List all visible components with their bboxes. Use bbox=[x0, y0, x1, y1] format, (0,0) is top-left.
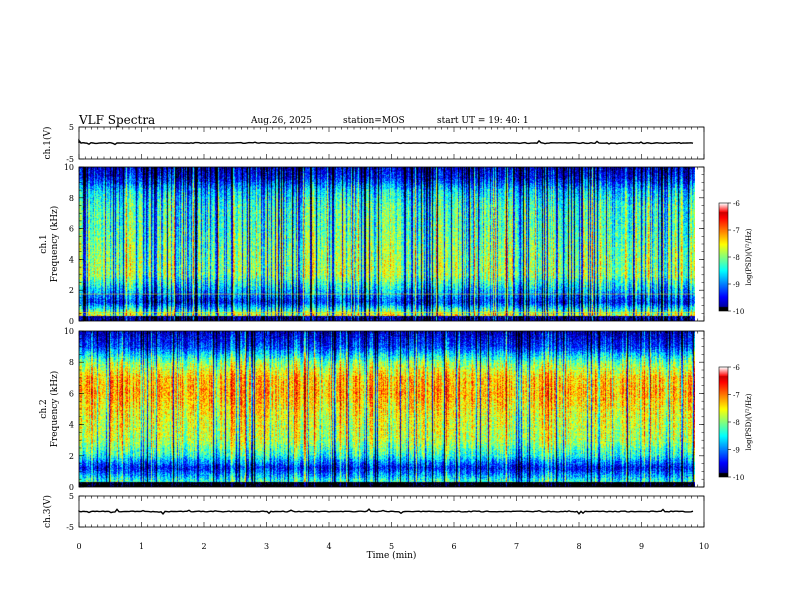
ch1-spectrogram-ylabel: Frequency (kHz) bbox=[49, 206, 60, 283]
ch3-waveform-trace bbox=[78, 508, 694, 515]
ch1-spectrogram-panel: -6 -7 -8 -9 -10 log(PSD)(V²/Hz) ch.1 Frequency … bbox=[39, 163, 753, 326]
ytick-label: 6 bbox=[69, 225, 74, 234]
xtick-label: 6 bbox=[451, 542, 456, 551]
colorbar-tick-label: -9 bbox=[733, 447, 740, 455]
ytick-label: 10 bbox=[64, 327, 74, 336]
colorbar-tick-label: -6 bbox=[733, 364, 740, 372]
ch2-spectrogram-heatmap bbox=[79, 331, 695, 487]
xtick-label: 9 bbox=[639, 542, 644, 551]
ch1-waveform-ylabel: ch.1(V) bbox=[42, 127, 53, 160]
xtick-label: 8 bbox=[576, 542, 581, 551]
xtick-label: 0 bbox=[76, 542, 81, 551]
colorbar-label: log(PSD)(V²/Hz) bbox=[745, 228, 753, 285]
xtick-label: 10 bbox=[699, 542, 709, 551]
ytick-label: 6 bbox=[69, 389, 74, 398]
ytick-label: 0 bbox=[69, 317, 74, 326]
ch3-waveform-panel: ch.3(V) 5 -5 bbox=[42, 492, 705, 532]
xtick-label: 2 bbox=[201, 542, 206, 551]
xtick-label: 1 bbox=[139, 542, 144, 551]
colorbar-tick-label: -9 bbox=[733, 281, 740, 289]
ch1-spectrogram-colorbar bbox=[719, 203, 728, 311]
colorbar-tick-label: -7 bbox=[733, 227, 740, 235]
xtick-label: 4 bbox=[326, 542, 331, 551]
ytick-label: 8 bbox=[69, 358, 74, 367]
ch1-waveform-panel: ch.1(V) 5 -5 bbox=[42, 123, 705, 164]
date-label: Aug.26, 2025 bbox=[251, 116, 312, 126]
start-ut-label: start UT = 19: 40: 1 bbox=[437, 116, 529, 126]
xtick-label: 5 bbox=[389, 542, 394, 551]
ytick-label: -5 bbox=[66, 523, 74, 532]
x-axis: 0 1 2 3 4 5 6 7 8 9 10 Time (min) bbox=[76, 542, 709, 561]
ch3-waveform-ylabel: ch.3(V) bbox=[42, 495, 53, 528]
ytick-label: 10 bbox=[64, 163, 74, 172]
chart-title: VLF Spectra bbox=[79, 113, 156, 127]
ytick-label: 8 bbox=[69, 194, 74, 203]
ytick-label: 2 bbox=[69, 286, 74, 295]
ch1-waveform-trace bbox=[78, 138, 694, 146]
colorbar-tick-label: -10 bbox=[733, 474, 744, 482]
ytick-label: -5 bbox=[66, 155, 74, 164]
colorbar-tick-label: -7 bbox=[733, 392, 740, 400]
ytick-label: 0 bbox=[69, 483, 74, 492]
ch2-spectrogram-colorbar bbox=[719, 367, 728, 477]
ytick-label: 2 bbox=[69, 452, 74, 461]
ytick-label: 4 bbox=[69, 421, 74, 430]
colorbar-tick-label: -10 bbox=[733, 308, 744, 316]
x-axis-label: Time (min) bbox=[367, 550, 417, 561]
ytick-label: 5 bbox=[69, 123, 74, 132]
colorbar-tick-label: -8 bbox=[733, 419, 740, 427]
colorbar-tick-label: -6 bbox=[733, 200, 740, 208]
ch2-spectrogram-channel-label: ch.2 bbox=[39, 399, 49, 418]
ch1-spectrogram-channel-label: ch.1 bbox=[39, 234, 49, 253]
xtick-label: 7 bbox=[514, 542, 519, 551]
colorbar-tick-label: -8 bbox=[733, 254, 740, 262]
ytick-label: 4 bbox=[69, 255, 74, 264]
ch2-spectrogram-ylabel: Frequency (kHz) bbox=[49, 371, 60, 448]
ch2-spectrogram-panel: -6 -7 -8 -9 -10 log(PSD)(V²/Hz) ch.2 Frequency … bbox=[39, 327, 753, 492]
xtick-label: 3 bbox=[264, 542, 269, 551]
station-label: station=MOS bbox=[343, 116, 405, 126]
colorbar-label: log(PSD)(V²/Hz) bbox=[745, 393, 753, 450]
ytick-label: 5 bbox=[69, 492, 74, 501]
ch1-spectrogram-heatmap bbox=[79, 167, 695, 321]
